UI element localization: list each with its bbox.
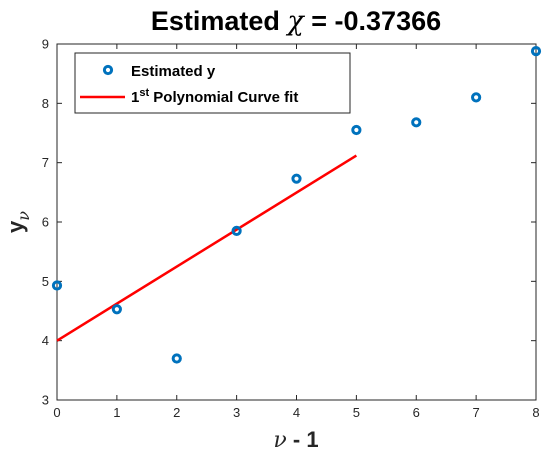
y-tick-label: 6: [42, 215, 49, 230]
y-tick-label: 8: [42, 96, 49, 111]
data-point: [51, 280, 63, 291]
x-axis-ticks: 0 1 2 3 4 5 6 7 8: [53, 44, 540, 420]
data-point: [231, 225, 242, 236]
legend-box: [74, 52, 351, 114]
x-tick-label: 6: [413, 405, 420, 420]
y-tick-label: 9: [42, 37, 49, 52]
x-axis-label: ν - 1: [273, 427, 318, 453]
y-axis-ticks: 3 4 5 6 7 8 9: [42, 37, 536, 408]
y-axis-label: yν: [3, 211, 33, 233]
data-point: [471, 92, 482, 103]
fit-line: [56, 154, 358, 342]
legend: Estimated y 1st Polynomial Curve fit: [74, 52, 351, 114]
y-tick-label: 4: [42, 333, 49, 348]
x-tick-label: 4: [293, 405, 300, 420]
y-tick-label: 7: [42, 155, 49, 170]
x-tick-label: 1: [113, 405, 120, 420]
x-tick-label: 2: [173, 405, 180, 420]
series-layer: [51, 46, 542, 364]
data-point: [111, 304, 122, 315]
data-point: [291, 173, 302, 184]
y-tick-label: 3: [42, 393, 49, 408]
legend-label-polynomial-fit: 1st Polynomial Curve fit: [131, 87, 298, 106]
chart-title: Estimated χ = -0.37366: [151, 6, 441, 37]
data-point: [351, 124, 362, 136]
x-tick-label: 7: [473, 405, 480, 420]
x-tick-label: 0: [53, 405, 60, 420]
y-tick-label: 5: [42, 274, 49, 289]
legend-marker-estimated-y: [102, 64, 114, 76]
data-point: [171, 353, 182, 364]
data-point: [530, 46, 542, 57]
x-tick-label: 8: [532, 405, 539, 420]
x-tick-label: 5: [353, 405, 360, 420]
legend-label-estimated-y: Estimated y: [131, 63, 216, 80]
data-point: [411, 117, 422, 128]
x-tick-label: 3: [233, 405, 240, 420]
